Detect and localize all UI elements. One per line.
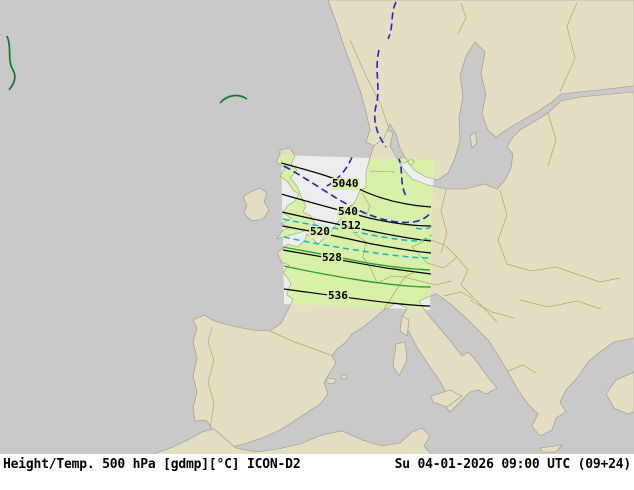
contours-layer bbox=[281, 155, 433, 307]
temp-contour-green-upper bbox=[282, 246, 431, 271]
height-contour-528 bbox=[282, 249, 432, 275]
contour-label: 512 bbox=[340, 219, 362, 232]
temp-contour-blue-norway bbox=[373, 49, 387, 148]
map-title: Height/Temp. 500 hPa [gdmp][°C] ICON-D2 bbox=[3, 457, 301, 472]
height-contour-512 bbox=[281, 211, 432, 242]
temp-contour-blue-main bbox=[283, 165, 432, 224]
green-contour-atlantic bbox=[219, 94, 248, 104]
contour-label: 520 bbox=[309, 225, 331, 238]
height-contour-540 bbox=[281, 193, 432, 227]
height-contour-536 bbox=[283, 288, 431, 307]
contour-label: 5040 bbox=[331, 177, 360, 190]
temp-contour-blue-east bbox=[397, 155, 407, 197]
temp-contour-green-lower bbox=[283, 265, 432, 288]
caption-bar: Height/Temp. 500 hPa [gdmp][°C] ICON-D2 … bbox=[0, 454, 634, 490]
outer-contours-layer bbox=[6, 1, 397, 148]
height-contour-520 bbox=[281, 225, 432, 254]
map-datetime: Su 04-01-2026 09:00 UTC (09+24) bbox=[394, 457, 632, 472]
contour-label: 528 bbox=[321, 251, 343, 264]
country-borders-layer bbox=[207, 2, 621, 429]
temp-contour-cyan-hook bbox=[415, 225, 433, 230]
green-contour-corner bbox=[6, 35, 16, 91]
map-canvas: 5040 540 512 520 528 536 bbox=[0, 0, 634, 454]
contour-label: 536 bbox=[327, 289, 349, 302]
temp-contour-blue-top bbox=[387, 1, 397, 40]
contour-label: 540 bbox=[337, 205, 359, 218]
temp-contour-cyan-lower bbox=[283, 236, 432, 259]
temp-contour-cyan-upper bbox=[282, 218, 432, 242]
temp-contour-blue-branch bbox=[326, 156, 353, 187]
